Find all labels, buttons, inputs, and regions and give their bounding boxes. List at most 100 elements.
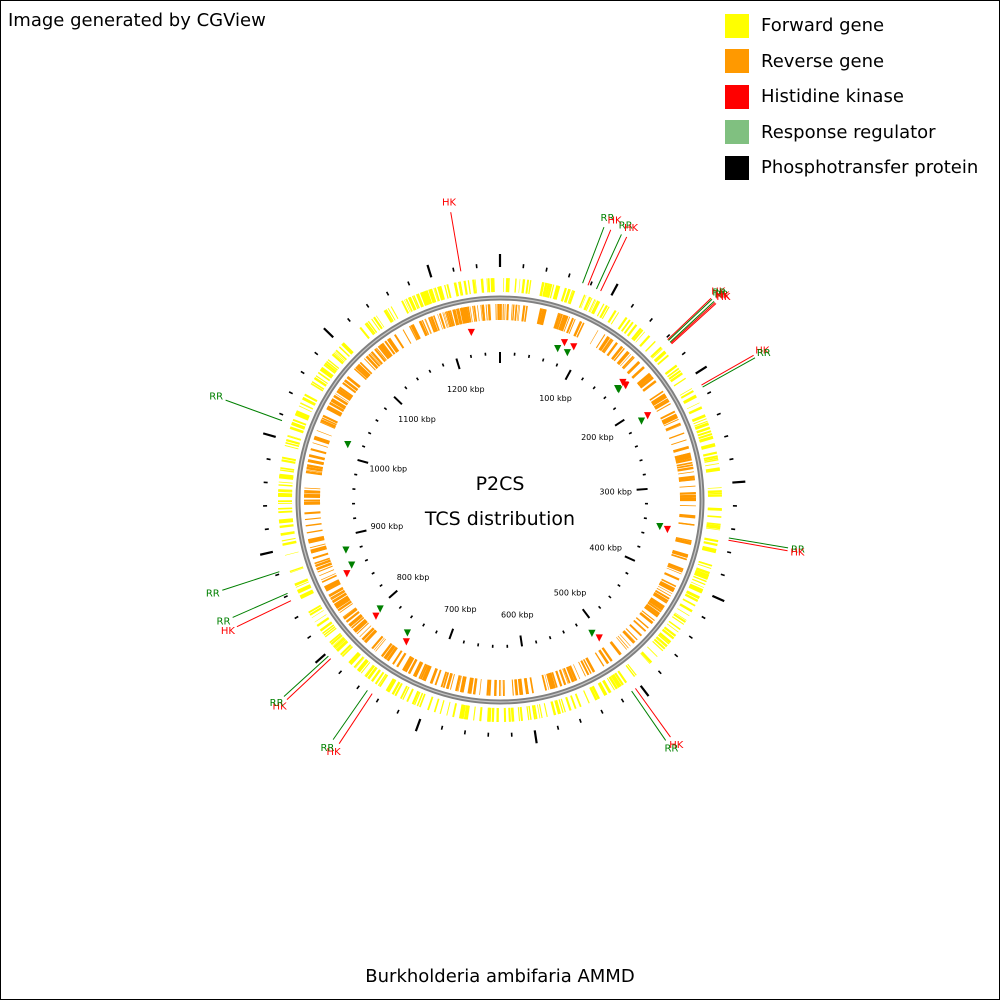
forward-gene [342, 342, 354, 354]
hk-label: HK [716, 292, 731, 303]
reverse-gene [306, 464, 324, 470]
forward-gene [705, 468, 721, 473]
reverse-gene [541, 674, 548, 691]
reverse-gene [330, 399, 346, 410]
forward-gene [606, 677, 615, 691]
forward-gene [554, 285, 561, 300]
reverse-gene [679, 485, 696, 488]
reverse-gene [676, 464, 693, 469]
forward-gene [385, 309, 394, 322]
reverse-gene [647, 601, 662, 613]
reverse-gene [345, 611, 360, 623]
forward-gene [279, 524, 294, 529]
tcs-leader-line [635, 688, 671, 738]
reverse-gene [459, 307, 466, 324]
outer-minor-tick [589, 281, 593, 286]
forward-gene [599, 682, 608, 696]
reverse-gene [659, 580, 676, 591]
inner-major-tick [448, 628, 455, 640]
reverse-gene [452, 309, 458, 326]
reverse-gene [316, 562, 333, 571]
reverse-gene [506, 304, 509, 321]
reverse-gene [305, 522, 322, 527]
inner-major-tick [357, 458, 369, 464]
reverse-gene [365, 355, 379, 369]
tcs-leader-line [671, 303, 717, 345]
inner-major-tick [624, 555, 636, 562]
legend-swatch-response-regulator [725, 120, 749, 145]
reverse-gene [356, 622, 369, 635]
reverse-gene [388, 337, 400, 353]
forward-gene [578, 294, 586, 309]
hk-marker [570, 343, 578, 351]
rr-label: RR [791, 545, 805, 556]
reverse-gene [606, 342, 618, 357]
rr-marker [554, 345, 562, 353]
reverse-gene [538, 308, 543, 325]
reverse-gene [455, 675, 462, 692]
forward-gene [490, 278, 493, 293]
reverse-gene [486, 679, 490, 696]
forward-gene [402, 686, 410, 700]
inner-minor-tick [574, 623, 578, 627]
forward-gene [377, 673, 387, 687]
rr-label: RR [206, 588, 220, 599]
reverse-gene [679, 492, 696, 495]
rr-label: RR [619, 220, 633, 231]
forward-gene [668, 620, 681, 631]
inner-major-tick [636, 487, 648, 491]
reverse-gene [524, 305, 528, 322]
reverse-gene [386, 338, 398, 353]
forward-gene [387, 679, 397, 693]
forward-gene [652, 348, 663, 359]
reverse-gene [322, 414, 338, 424]
forward-gene [580, 295, 587, 309]
reverse-gene [408, 658, 418, 675]
legend-swatch-phosphotransfer-protein [725, 155, 749, 180]
tcs-leader-line [236, 600, 292, 628]
forward-gene [697, 563, 712, 570]
forward-gene [705, 467, 720, 472]
forward-gene [526, 706, 530, 721]
reverse-gene [383, 644, 395, 659]
forward-gene [403, 299, 411, 313]
legend-row-forward-gene: Forward gene [725, 8, 978, 44]
reverse-gene [573, 664, 581, 680]
reverse-gene [659, 582, 675, 592]
reverse-gene [621, 355, 634, 369]
reverse-gene [519, 678, 523, 695]
reverse-gene [515, 679, 518, 696]
forward-gene [663, 626, 677, 637]
reverse-gene [650, 393, 665, 403]
reverse-gene [679, 515, 696, 518]
forward-gene [704, 459, 719, 463]
reverse-gene [339, 386, 353, 398]
reverse-gene [460, 307, 467, 324]
forward-gene [518, 278, 521, 293]
reverse-gene [304, 487, 321, 490]
reverse-gene [649, 390, 664, 401]
forward-gene [613, 673, 622, 687]
forward-gene [292, 418, 307, 426]
rr-label: RR [320, 743, 334, 754]
reverse-gene [559, 315, 568, 332]
reverse-gene [310, 449, 327, 455]
reverse-gene [423, 665, 432, 682]
forward-gene [472, 279, 477, 294]
forward-gene [280, 467, 295, 471]
forward-gene [688, 585, 703, 593]
outer-major-tick [533, 730, 538, 744]
forward-gene [463, 280, 468, 295]
reverse-gene [408, 326, 418, 341]
reverse-gene [306, 529, 323, 534]
forward-gene [413, 295, 420, 309]
forward-gene [338, 346, 350, 357]
forward-gene [405, 298, 413, 312]
forward-gene [525, 279, 530, 294]
tcs-leader-line [670, 302, 716, 344]
reverse-gene [330, 589, 345, 600]
reverse-gene [469, 677, 474, 694]
forward-gene [406, 688, 414, 703]
reverse-gene [648, 599, 664, 611]
